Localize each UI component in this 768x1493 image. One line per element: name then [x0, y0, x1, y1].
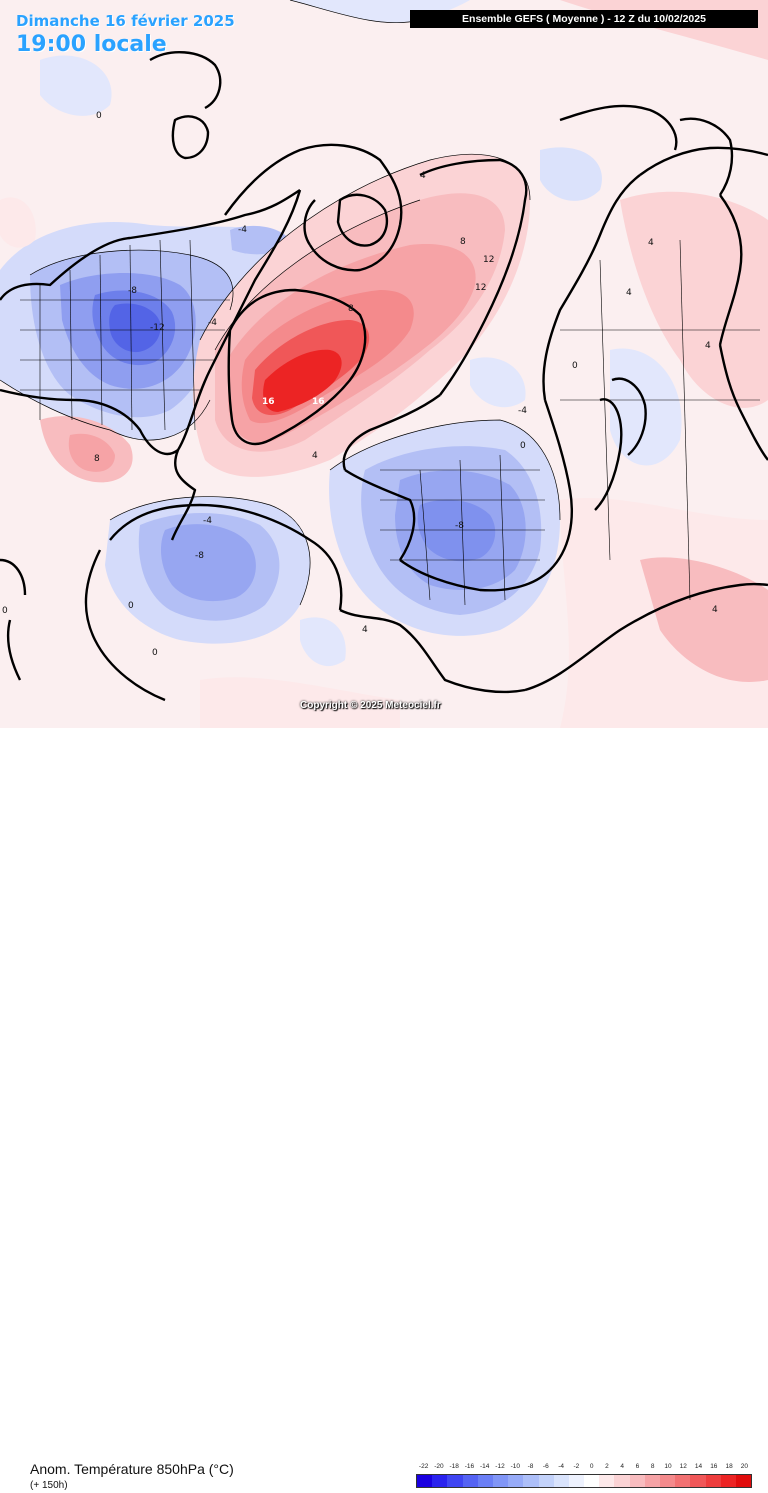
label-asia-b: 4 — [705, 341, 711, 351]
label-arctic-a: 12 — [483, 255, 494, 265]
scale-tick-label: 14 — [694, 1463, 703, 1470]
label-atl-low-core: -8 — [195, 551, 204, 561]
color-scale: -22 -20 -18 -16 -14 -12 -10 -8 -6 -4 -2 0 2 4 6 8 10 12 14… — [416, 1463, 752, 1493]
label-asia-a: 4 — [648, 238, 654, 248]
scale-tick-label: -4 — [558, 1463, 564, 1470]
label-greenland-a: 16 — [262, 397, 275, 407]
footer: Anom. Température 850hPa (°C) (+ 150h) -… — [0, 728, 768, 1491]
scale-tick-label: 2 — [605, 1463, 609, 1470]
label-arctic-b: 8 — [460, 237, 466, 247]
label-canada-top: -4 — [238, 225, 247, 235]
scale-tick-label: -14 — [480, 1463, 490, 1470]
label-na-core: -12 — [150, 323, 165, 333]
label-zero-c: 0 — [152, 648, 158, 658]
label-asia-c: 4 — [712, 605, 718, 615]
label-asia-d: 4 — [626, 288, 632, 298]
scale-tick-label: -12 — [495, 1463, 505, 1470]
label-greenland-e: 4 — [312, 451, 318, 461]
copyright-notice: Copyright © 2025 Meteociel.fr — [300, 700, 441, 711]
label-na-mid: -8 — [128, 286, 137, 296]
temperature-anomaly-map: -12 -8 -4 16 16 12 8 4 12 8 4 -8 -4 -8 -… — [0, 0, 768, 728]
label-na-outer: -4 — [208, 318, 217, 328]
model-run-banner: Ensemble GEFS ( Moyenne ) - 12 Z du 10/0… — [410, 10, 758, 28]
scale-swatch — [462, 1475, 478, 1487]
scale-tick-label: 4 — [620, 1463, 624, 1470]
scale-tick-label: 20 — [740, 1463, 748, 1470]
scale-tick-label: 6 — [635, 1463, 640, 1470]
label-africa-a: 4 — [362, 625, 368, 635]
scale-tick-label: -6 — [542, 1463, 549, 1470]
scale-swatch — [629, 1475, 645, 1487]
forecast-date: Dimanche 16 février 2025 — [16, 12, 235, 30]
scale-tick-label: -10 — [510, 1463, 520, 1470]
label-greenland-c: 12 — [475, 283, 486, 293]
lead-time: (+ 150h) — [30, 1480, 68, 1491]
scale-swatch — [492, 1475, 509, 1487]
scale-tick-label: -16 — [464, 1463, 475, 1470]
scale-tick-label: -2 — [573, 1463, 580, 1470]
scale-swatch — [417, 1475, 433, 1487]
label-zero-d: 0 — [2, 606, 8, 616]
scale-swatch — [523, 1475, 539, 1487]
scale-tick-label: 12 — [679, 1463, 687, 1470]
scale-swatch — [614, 1475, 630, 1487]
scale-swatch — [553, 1475, 569, 1487]
scale-swatch — [660, 1475, 676, 1487]
scale-swatch — [568, 1475, 585, 1487]
parameter-title: Anom. Température 850hPa (°C) — [30, 1461, 234, 1477]
scale-tick-label: -22 — [418, 1463, 429, 1470]
scale-swatch — [735, 1475, 752, 1487]
label-atl-low-outer: -4 — [203, 516, 212, 526]
scale-swatch — [432, 1475, 448, 1487]
scale-swatch — [675, 1475, 691, 1487]
scale-swatch — [477, 1475, 493, 1487]
scale-tick-label: 16 — [710, 1463, 718, 1470]
scale-swatch — [447, 1475, 463, 1487]
contour-labels: -12 -8 -4 16 16 12 8 4 12 8 4 -8 -4 -8 -… — [2, 111, 718, 658]
scale-swatch — [599, 1475, 615, 1487]
label-zero-a: 0 — [96, 111, 102, 121]
forecast-time: 19:00 locale — [16, 32, 167, 57]
map-svg: -12 -8 -4 16 16 12 8 4 12 8 4 -8 -4 -8 -… — [0, 0, 768, 728]
scale-swatch — [720, 1475, 736, 1487]
coastlines — [0, 51, 768, 702]
label-greenland-b: 16 — [312, 397, 325, 407]
label-arctic-c: 4 — [420, 171, 426, 181]
scale-swatch — [508, 1475, 524, 1487]
scale-swatch — [690, 1475, 706, 1487]
scale-tick-label: -20 — [434, 1463, 444, 1470]
borders — [20, 239, 760, 606]
scale-tick-label: 0 — [589, 1463, 594, 1470]
label-us-east-warm: 8 — [94, 454, 100, 464]
label-europe-core: -8 — [455, 521, 464, 531]
scale-tick-label: -18 — [449, 1463, 459, 1470]
label-zero-b: 0 — [128, 601, 134, 611]
label-europe-outer: -4 — [518, 406, 527, 416]
label-greenland-d: 8 — [348, 304, 354, 314]
scale-tick-label: 10 — [664, 1463, 672, 1470]
scale-swatch — [644, 1475, 660, 1487]
scale-tick-label: -8 — [527, 1463, 534, 1470]
label-zero-f: 0 — [520, 441, 526, 451]
scale-swatch — [584, 1475, 600, 1487]
color-scale-bar — [416, 1474, 752, 1488]
color-scale-ticks: -22 -20 -18 -16 -14 -12 -10 -8 -6 -4 -2 0 2 4 6 8 10 12 14… — [416, 1463, 752, 1472]
label-zero-e: 0 — [572, 361, 578, 371]
scale-swatch — [538, 1475, 554, 1487]
scale-tick-label: 18 — [725, 1463, 733, 1470]
scale-swatch — [705, 1475, 721, 1487]
scale-tick-label: 8 — [650, 1463, 655, 1470]
